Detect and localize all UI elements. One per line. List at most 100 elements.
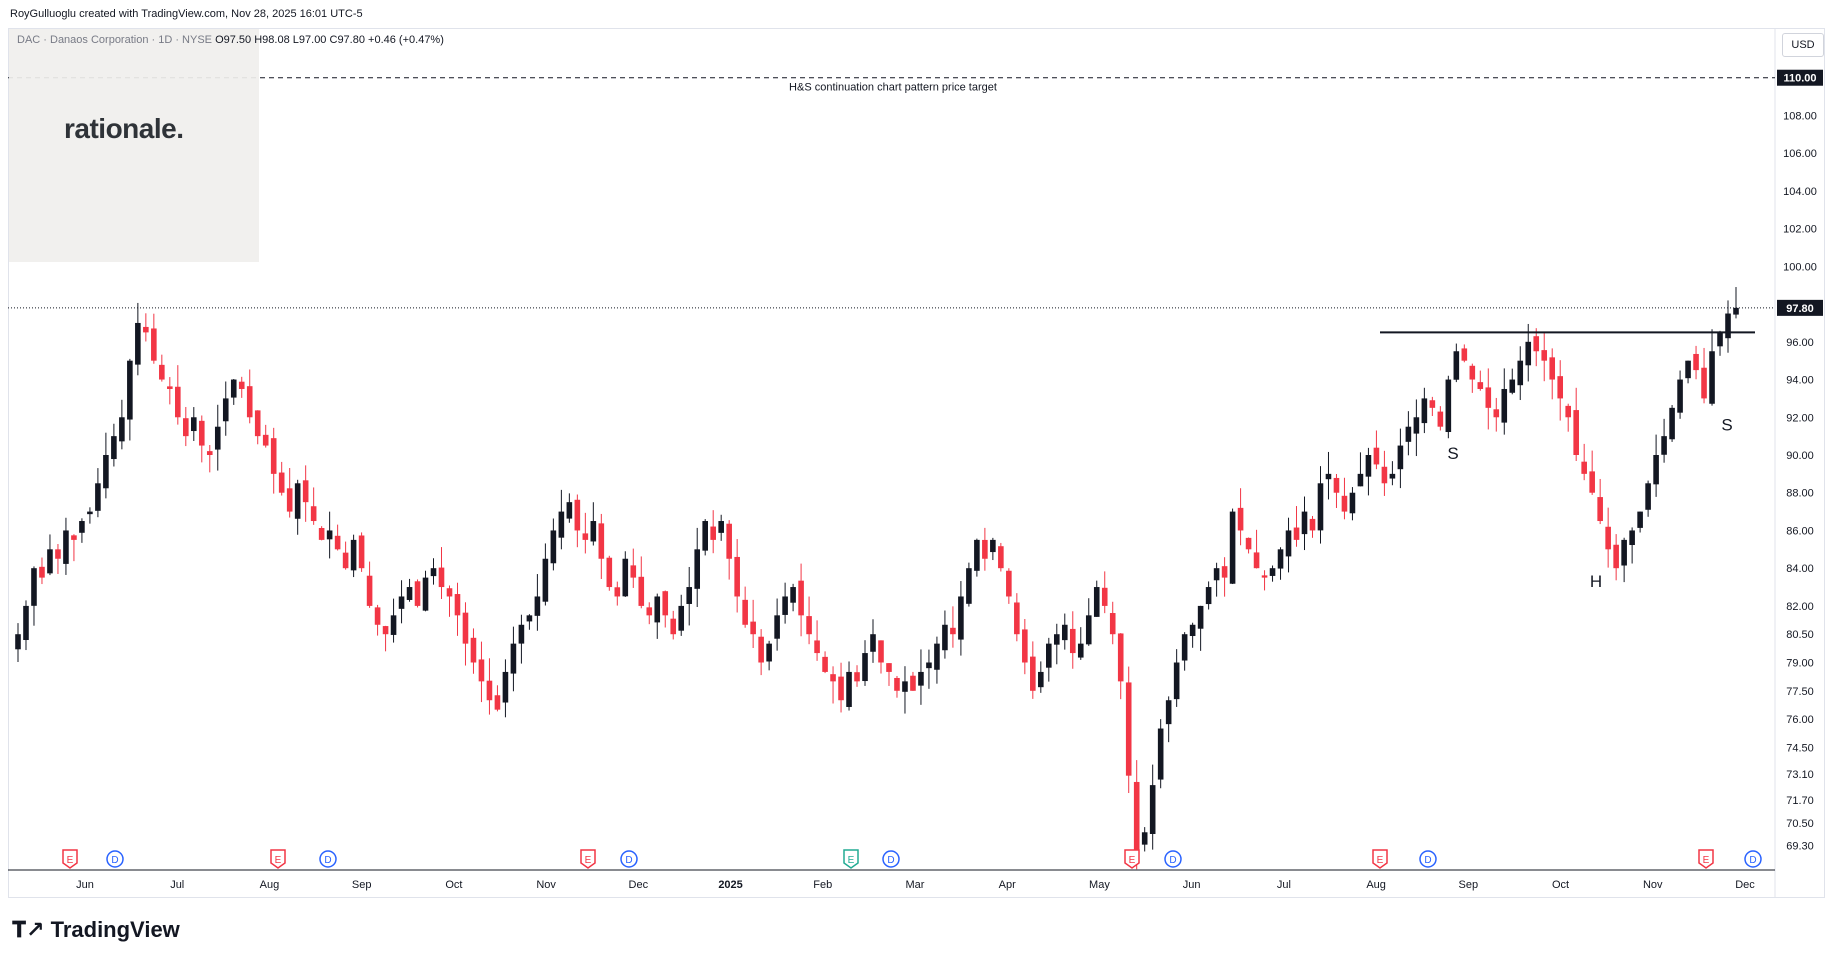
candle-body (542, 558, 549, 602)
candle-body (566, 502, 573, 519)
x-tick-label: Oct (445, 879, 462, 891)
candle-body (1637, 511, 1643, 528)
candle-body (1253, 552, 1260, 569)
candle-body (167, 386, 173, 389)
candle-body (246, 386, 253, 418)
candle-body (654, 596, 661, 623)
candle-body (894, 677, 900, 691)
candle-body (1341, 495, 1348, 512)
candle-body (798, 580, 804, 616)
candle-body (822, 656, 828, 672)
candle-body (486, 680, 493, 701)
candle-body (830, 674, 836, 682)
candle-body (1613, 544, 1619, 569)
candle-body (143, 326, 149, 333)
candle-body (95, 483, 101, 511)
candle-body (350, 539, 357, 571)
candle-body (1317, 483, 1324, 531)
candle-body (294, 483, 301, 519)
candle-body (1085, 615, 1092, 645)
candle-body (1197, 605, 1204, 629)
candle-body (622, 558, 629, 597)
candle-body (1293, 527, 1300, 540)
tradingview-logo-icon: 𝐓↗ (12, 917, 45, 942)
currency-button[interactable]: USD (1782, 33, 1824, 57)
legend-open: O97.50 (215, 34, 252, 46)
candle-body (790, 587, 796, 603)
x-tick-label: Oct (1552, 879, 1569, 891)
candle-body (398, 596, 405, 609)
candle-body (342, 552, 349, 569)
candle-body (1141, 832, 1148, 845)
candle-body (1038, 671, 1044, 688)
x-tick-label: Jun (1183, 879, 1201, 891)
y-tick-label: 104.00 (1783, 186, 1817, 198)
candle-body (119, 417, 125, 442)
candle-body (502, 671, 509, 703)
candle-body (1685, 360, 1691, 379)
legend-symbol: DAC · Danaos Corporation · 1D · NYSE (17, 34, 213, 46)
candle-body (1493, 409, 1500, 418)
candle-body (1014, 602, 1020, 635)
candle-body (934, 643, 940, 670)
candle-body (686, 587, 693, 604)
symbol-legend[interactable]: DAC · Danaos Corporation · 1D · NYSE O97… (17, 34, 444, 46)
event-letter: E (275, 855, 282, 866)
candle-body (1022, 629, 1028, 663)
candle-body (1205, 587, 1212, 605)
candle-body (910, 675, 916, 691)
candle-body (1301, 511, 1308, 535)
event-letter: D (1749, 855, 1756, 866)
candle-body (526, 615, 533, 622)
x-tick-label: Sep (352, 879, 372, 891)
event-letter: D (887, 855, 894, 866)
x-tick-label: Aug (260, 879, 280, 891)
candle-body (886, 663, 892, 672)
candle-body (1581, 461, 1587, 474)
candle-body (79, 521, 85, 533)
candle-body (1645, 483, 1651, 510)
candle-body (878, 640, 884, 663)
overlays: H&S continuation chart pattern price tar… (8, 77, 1775, 591)
candle-body (1701, 367, 1707, 399)
candle-body (222, 398, 229, 422)
y-tick-label: 80.50 (1786, 629, 1814, 641)
event-letter: D (1169, 855, 1176, 866)
pattern-label-s: S (1447, 444, 1458, 463)
candle-body (1445, 379, 1452, 433)
x-tick-label: Sep (1459, 879, 1479, 891)
candle-body (15, 634, 21, 650)
candle-body (1373, 447, 1380, 465)
candle-body (1509, 379, 1516, 393)
candle-body (1357, 473, 1364, 487)
y-axis: 110.00 108.00 106.00 104.00 102.00 100.00 97.8… (1777, 69, 1823, 852)
candle-body (1605, 526, 1611, 550)
y-tick-label: 106.00 (1783, 148, 1817, 160)
candle-body (1189, 624, 1196, 637)
candle-body (1621, 539, 1627, 566)
candle-body (1453, 351, 1460, 380)
candle-body (1261, 575, 1268, 578)
candle-body (1557, 376, 1564, 399)
candle-body (1565, 405, 1571, 418)
candle-body (422, 577, 429, 611)
candle-body (159, 364, 165, 380)
candle-body (782, 596, 788, 615)
tradingview-brand[interactable]: 𝐓↗ TradingView (12, 917, 180, 943)
legend-change: +0.46 (+0.47%) (368, 34, 444, 46)
candle-body (734, 556, 740, 597)
x-tick-label: Jul (1277, 879, 1291, 891)
candle-body (1725, 313, 1731, 339)
candle-body (254, 410, 261, 437)
candle-body (926, 662, 932, 669)
candle-body (1229, 511, 1236, 584)
candle-body (111, 436, 117, 460)
candle-body (1181, 634, 1188, 661)
candle-body (71, 535, 77, 540)
event-letter: E (1377, 855, 1384, 866)
candle-body (1133, 781, 1140, 852)
legend-high: H98.08 (254, 34, 290, 46)
earnings-icon (1372, 849, 1388, 869)
